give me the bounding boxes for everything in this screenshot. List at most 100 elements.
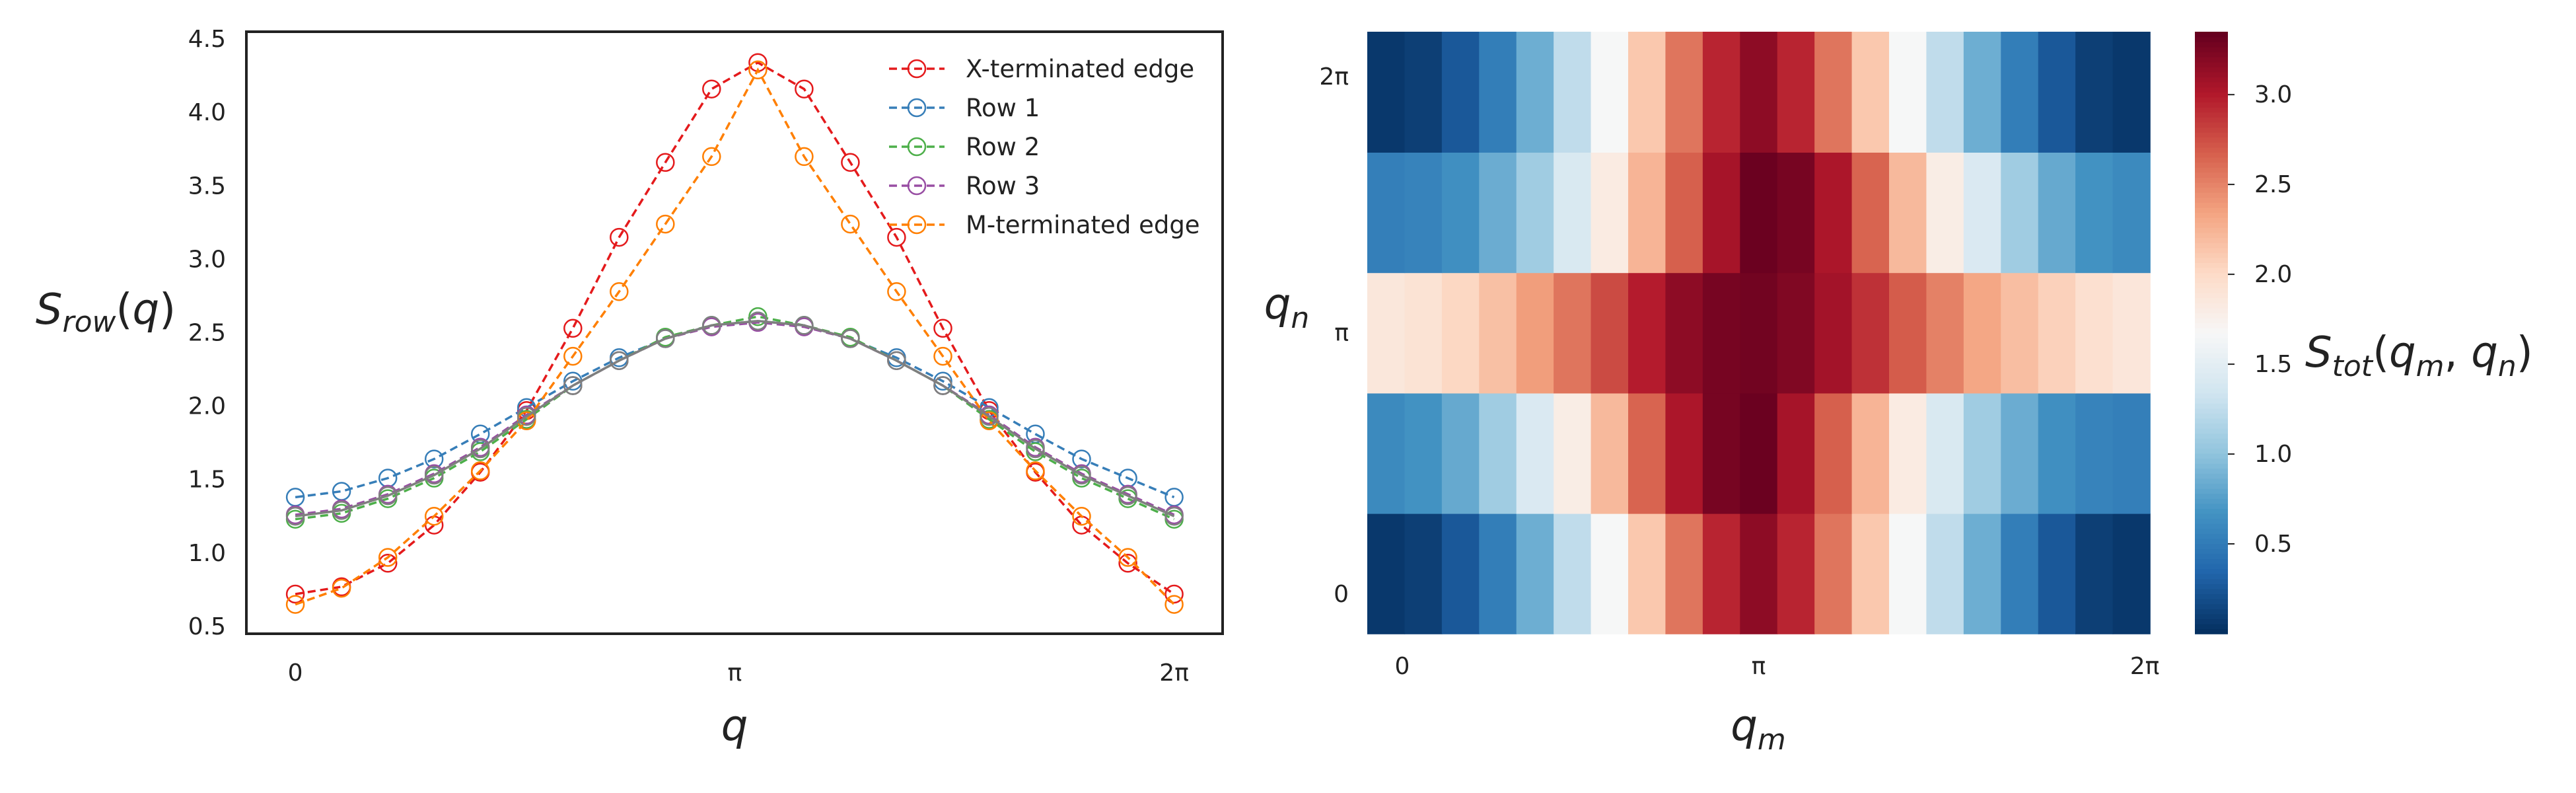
- heatmap-cell: [1628, 152, 1666, 274]
- colorbar-segment: [2195, 182, 2228, 188]
- colorbar-segment: [2195, 473, 2228, 479]
- colorbar-segment: [2195, 613, 2228, 620]
- heatmap-cell: [2075, 272, 2114, 394]
- heatmap-y-tick-label: 2π: [1319, 63, 1349, 91]
- colorbar-segment: [2195, 363, 2228, 369]
- y-tick-label: 2.0: [188, 393, 226, 420]
- heatmap-cell: [1814, 393, 1853, 514]
- heatmap-cell: [1404, 513, 1443, 634]
- colorbar-segment: [2195, 528, 2228, 534]
- heatmap-cell: [1851, 32, 1890, 153]
- colorbar-segment: [2195, 573, 2228, 580]
- colorbar-segment: [2195, 187, 2228, 193]
- extra-series-0-point: [841, 329, 860, 348]
- colorbar: [2195, 32, 2228, 634]
- heatmap-cell: [1814, 152, 1853, 274]
- heatmap-cell: [1889, 513, 1927, 634]
- extra-series-0-point: [1118, 486, 1137, 506]
- colorbar-segment: [2195, 584, 2228, 589]
- colorbar-segment: [2195, 603, 2228, 609]
- heatmap-cell: [1926, 513, 1964, 634]
- heatmap-cell: [1367, 393, 1406, 514]
- colorbar-segment: [2195, 267, 2228, 274]
- series-4-point: [980, 411, 999, 431]
- line-chart-y-axis-label: Srow(q): [36, 285, 176, 339]
- colorbar-segment: [2195, 102, 2228, 108]
- colorbar-segment: [2195, 483, 2228, 489]
- colorbar-segment: [2195, 137, 2228, 143]
- heatmap-cells: [1367, 32, 2151, 634]
- heatmap-cell: [1404, 152, 1443, 274]
- heatmap-cell: [1441, 152, 1480, 274]
- heatmap-cell: [1702, 272, 1741, 394]
- legend-label: Row 3: [966, 172, 1040, 200]
- colorbar-segment: [2195, 448, 2228, 454]
- y-tick-label: 2.5: [188, 320, 226, 347]
- heatmap-cell: [1702, 393, 1741, 514]
- colorbar-segment: [2195, 498, 2228, 504]
- heatmap-cell: [2001, 513, 2039, 634]
- colorbar-segment: [2195, 488, 2228, 494]
- heatmap-cell: [1554, 393, 1592, 514]
- colorbar-segment: [2195, 132, 2228, 138]
- series-0-point: [285, 584, 305, 604]
- heatmap-cell: [2001, 152, 2039, 274]
- series-3-line: [295, 321, 1175, 516]
- colorbar-segment: [2195, 232, 2228, 239]
- heatmap-cell: [2112, 272, 2151, 394]
- heatmap-cell: [1963, 393, 2002, 514]
- colorbar-segment: [2195, 508, 2228, 514]
- series-4-point: [841, 214, 860, 234]
- extra-series-0-line: [295, 319, 1175, 517]
- heatmap-cell: [1777, 393, 1815, 514]
- heatmap-cell: [1702, 152, 1741, 274]
- colorbar-segment: [2195, 122, 2228, 128]
- line-chart-y-ticks: 0.5 1.0 1.5 2.0 2.5 3.0 3.5 4.0 4.5: [188, 26, 226, 640]
- colorbar-segment: [2195, 593, 2228, 599]
- y-tick-label: 4.5: [188, 26, 226, 53]
- colorbar-segment: [2195, 423, 2228, 429]
- colorbar-segment: [2195, 503, 2228, 510]
- legend-marker: [907, 98, 927, 118]
- heatmap-cell: [1516, 32, 1554, 153]
- heatmap-cell: [1963, 152, 2002, 274]
- extra-series-0-point: [424, 465, 444, 485]
- colorbar-segment: [2195, 478, 2228, 484]
- line-chart-plot-area: [285, 53, 1184, 614]
- series-4-point: [1164, 595, 1184, 614]
- heatmap-cell: [1554, 32, 1592, 153]
- heatmap-y-tick-label: 0: [1334, 581, 1349, 608]
- colorbar-segment: [2195, 96, 2228, 103]
- colorbar-segment: [2195, 458, 2228, 464]
- colorbar-segment: [2195, 609, 2228, 615]
- heatmap-cell: [1628, 272, 1666, 394]
- heatmap-cell: [1367, 272, 1406, 394]
- series-4-point: [795, 147, 814, 167]
- heatmap-cell: [1441, 513, 1480, 634]
- colorbar-segment: [2195, 87, 2228, 93]
- colorbar-segment: [2195, 292, 2228, 299]
- heatmap-cell: [1516, 152, 1554, 274]
- series-0-point: [610, 227, 629, 247]
- colorbar-segment: [2195, 348, 2228, 354]
- colorbar-segment: [2195, 237, 2228, 243]
- heatmap-x-tick-label: 0: [1395, 653, 1410, 680]
- colorbar-segment: [2195, 437, 2228, 444]
- heatmap-cell: [1889, 272, 1927, 394]
- colorbar-segment: [2195, 117, 2228, 123]
- heatmap-cell: [2001, 32, 2039, 153]
- y-tick-label: 1.0: [188, 540, 226, 567]
- colorbar-segment: [2195, 67, 2228, 73]
- legend-marker: [907, 215, 927, 235]
- line-chart-panel: 0 π 2π 0.5 1.0 1.5 2.0 2.5 3.0 3.5 4.0 4.5 Srow(q)…: [36, 26, 1224, 751]
- colorbar-segment: [2195, 247, 2228, 253]
- colorbar-segment: [2195, 342, 2228, 349]
- heatmap-cell: [1367, 32, 1406, 153]
- x-tick-label: π: [727, 660, 742, 687]
- heatmap-cell: [1665, 32, 1703, 153]
- series-4-point: [1072, 506, 1091, 526]
- series-0-point: [795, 79, 814, 98]
- heatmap-cell: [1702, 32, 1741, 153]
- legend-label: M-terminated edge: [966, 211, 1200, 239]
- series-4-point: [933, 346, 952, 366]
